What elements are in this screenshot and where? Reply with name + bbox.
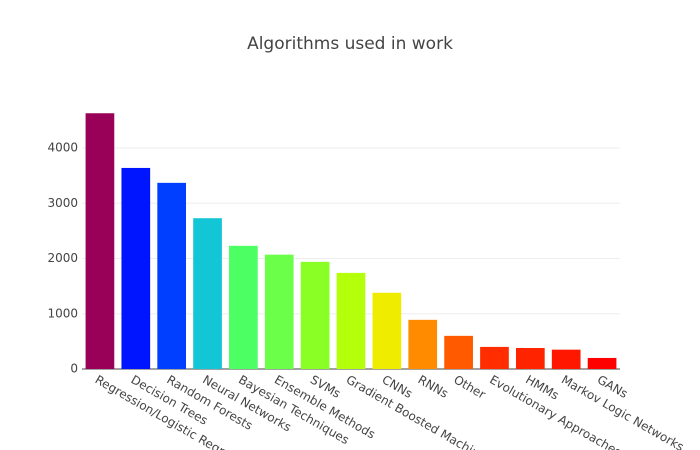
bar bbox=[480, 346, 509, 369]
bar bbox=[264, 254, 294, 369]
y-tick-label: 0 bbox=[70, 362, 78, 376]
bar bbox=[121, 167, 151, 369]
y-tick-label: 4000 bbox=[47, 141, 78, 155]
y-tick-label: 3000 bbox=[47, 196, 78, 210]
bar bbox=[157, 182, 187, 369]
bar bbox=[300, 261, 330, 369]
bar bbox=[515, 348, 545, 369]
x-tick-label: Other bbox=[451, 373, 488, 402]
bar bbox=[444, 335, 473, 369]
bar bbox=[408, 319, 438, 369]
bar bbox=[551, 349, 581, 369]
bar bbox=[85, 113, 115, 369]
y-tick-label: 1000 bbox=[47, 306, 78, 320]
bar bbox=[229, 245, 258, 369]
bar bbox=[193, 218, 222, 369]
x-tick-label: RNNs bbox=[415, 373, 450, 401]
chart-title: Algorithms used in work bbox=[247, 34, 453, 54]
bar bbox=[587, 357, 617, 369]
bar bbox=[372, 292, 402, 369]
bar bbox=[336, 272, 366, 369]
y-tick-label: 2000 bbox=[47, 251, 78, 265]
